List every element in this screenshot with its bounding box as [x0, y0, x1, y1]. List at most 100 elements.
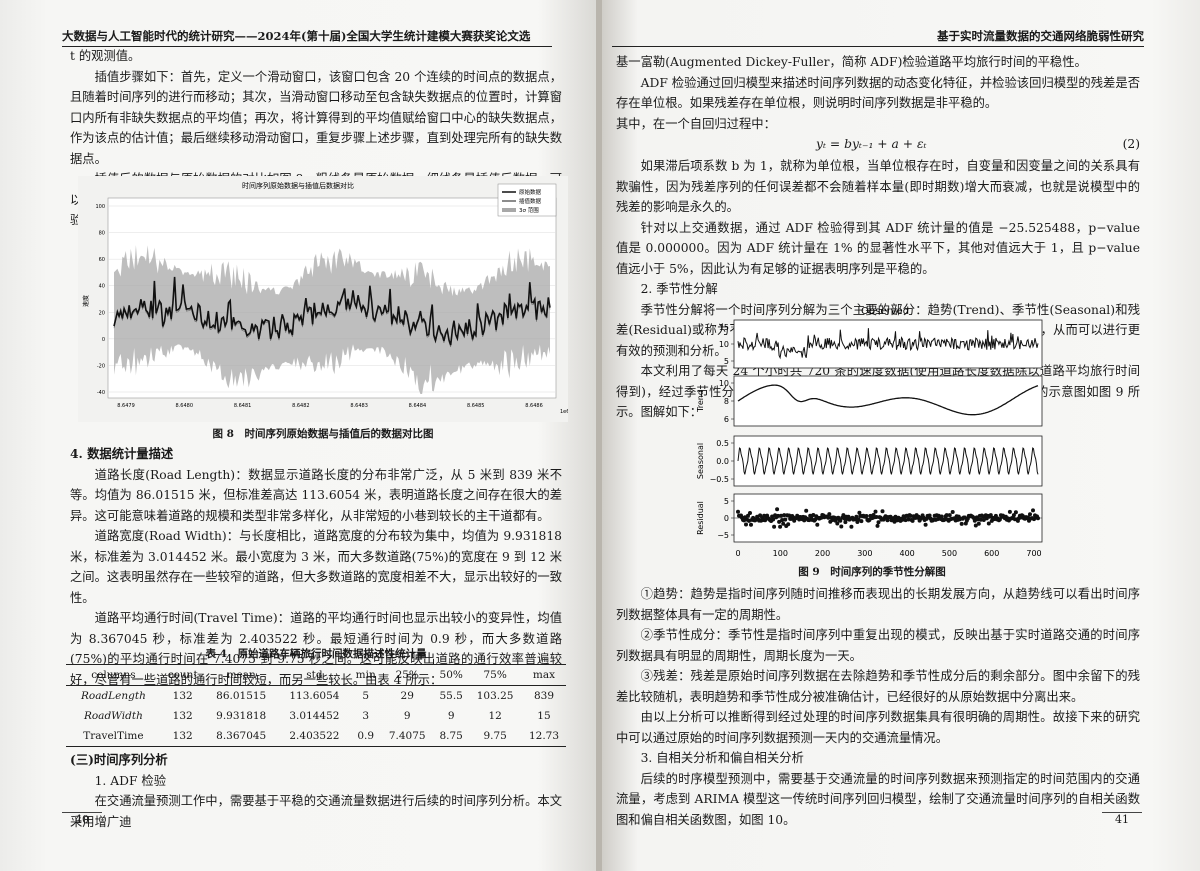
section-heading: 4. 数据统计量描述 — [70, 446, 174, 461]
x-tick-label: 600 — [984, 549, 999, 558]
column-header: max — [532, 669, 556, 681]
residual-dot — [880, 509, 885, 514]
column-header: 75% — [483, 669, 507, 681]
equation-row: yₜ = byₜ₋₁ + a + εₜ (2) — [616, 134, 1140, 156]
residual-dot — [783, 517, 788, 522]
running-header: 大数据与人工智能时代的统计研究——2024年(第十届)全国大学生统计建模大赛获奖… — [62, 28, 552, 47]
residual-dot — [835, 521, 840, 526]
residual-dot — [778, 524, 783, 529]
table-cell: 3.014452 — [289, 710, 340, 722]
text-block: (三)时间序列分析 1. ADF 检验 在交通流量预测工作中，需要基于平稳的交通… — [70, 750, 562, 832]
residual-dot — [1036, 516, 1040, 521]
residual-dot — [804, 508, 809, 513]
residual-dot — [972, 518, 977, 523]
residual-dot — [770, 514, 775, 519]
residual-dot — [1013, 510, 1018, 515]
paragraph: 插值步骤如下：首先，定义一个滑动窗口，该窗口包含 20 个连续的时间点的数据点，… — [70, 69, 562, 166]
residual-dot — [950, 510, 955, 514]
table-cell: 9 — [447, 710, 455, 722]
x-offset-label: 1e6 — [560, 409, 568, 415]
residual-dot — [736, 509, 740, 514]
x-tick-label: 700 — [1026, 549, 1041, 558]
residual-dot — [838, 518, 843, 523]
panel-label: Seasonal — [696, 443, 705, 479]
panel-label: Trend — [696, 390, 705, 413]
residual-dot — [876, 520, 881, 525]
y-tick-label: 15 — [719, 323, 729, 332]
table-cell: 839 — [533, 690, 555, 702]
column-header: std — [306, 669, 323, 681]
residual-dot — [771, 517, 776, 522]
table-cell: 9 — [403, 710, 411, 722]
residual-dot — [942, 517, 947, 522]
paragraph: ①趋势：趋势是指时间序列随时间推移而表现出的长期发展方向，从趋势线可以看出时间序… — [616, 587, 1140, 622]
table-cell: 132 — [172, 710, 193, 722]
y-tick-label: 20 — [99, 310, 105, 316]
residual-dot — [827, 512, 832, 517]
residual-dot — [787, 513, 792, 518]
figure-caption: 图 8 时间序列原始数据与插值后的数据对比图 — [212, 428, 434, 440]
y-tick-label: 0 — [724, 514, 729, 523]
figure-title: Observed — [861, 306, 909, 317]
x-tick-label: 8.6481 — [234, 403, 252, 409]
x-tick-label: 200 — [815, 549, 830, 558]
residual-dot — [988, 513, 993, 518]
table-cell: 12 — [488, 710, 502, 722]
table-wrap: columns count mean std min 25% 50% 75% max RoadL… — [66, 664, 566, 747]
y-tick-label: 60 — [99, 257, 105, 263]
panel-frame — [733, 375, 1043, 427]
residual-dot — [927, 513, 932, 518]
residual-dot — [772, 524, 777, 529]
column-header: columns — [91, 669, 136, 681]
table-caption: 表 4 原始道路车辆旅行时间数据描述性统计量 — [205, 648, 427, 660]
residual-dot — [873, 509, 878, 514]
paragraph: ②季节性成分：季节性是指时间序列中重复出现的模式，反映出基于实时道路交通的时间序… — [616, 628, 1140, 663]
table-cell: 12.73 — [528, 730, 560, 742]
residual-dot — [815, 522, 820, 527]
residual-dot — [875, 523, 880, 528]
residual-dot — [777, 519, 782, 524]
y-tick-label: 100 — [95, 204, 105, 210]
figure-9: Observed 15 10 5 10 8 6 Trend 0.5 0.0 −0.5 Seasonal… — [696, 306, 1043, 558]
y-tick-label: 10 — [719, 379, 729, 388]
y-tick-label: 0.0 — [716, 457, 729, 466]
subsection-heading: 1. ADF 检验 — [94, 773, 167, 788]
residual-dot — [802, 518, 807, 523]
paragraph: 后续的时序模型预测中，需要基于交通流量的时间序列数据来预测指定的时间范围内的交通… — [616, 771, 1140, 827]
residual-dot — [1028, 512, 1032, 517]
paragraph: 道路宽度(Road Width)：与长度相比，道路宽度的分布较为集中，均值为 9… — [70, 529, 562, 605]
table-cell: 15 — [537, 710, 551, 722]
panel-label: Residual — [696, 501, 705, 535]
residual-dot — [973, 523, 978, 528]
paragraph: 道路长度(Road Length)：数据显示道路长度的分布非常广泛，从 5 米到… — [70, 467, 562, 523]
column-header: min — [355, 669, 376, 681]
paragraph: 如果滞后项系数 b 为 1，就称为单位根，当单位根存在时，自变量和因变量之间的关… — [616, 159, 1140, 214]
residual-dot — [986, 521, 991, 526]
residual-dot — [962, 515, 967, 520]
residual-dot — [975, 517, 980, 522]
residual-dot — [813, 517, 818, 522]
figure-title: 时间序列原始数据与插值后数据对比 — [242, 181, 354, 190]
y-tick-label: 5 — [724, 497, 729, 506]
table-cell: 55.5 — [439, 690, 463, 702]
text-block: ①趋势：趋势是指时间序列随时间推移而表现出的长期发展方向，从趋势线可以看出时间序… — [616, 584, 1140, 830]
table-cell: 132 — [172, 690, 193, 702]
table-cell: 8.75 — [439, 730, 463, 742]
x-tick-label: 0 — [735, 549, 740, 558]
table-cell: 2.403522 — [289, 730, 340, 742]
residual-dot — [874, 515, 879, 519]
stats-table: columns count mean std min 25% 50% 75% max RoadL… — [66, 664, 566, 747]
figure-8: 时间序列原始数据与插值后数据对比 100 80 60 40 20 0 -20 -40 8.6479… — [78, 176, 568, 422]
residual-dot — [939, 514, 944, 519]
table-cell: 5 — [362, 690, 370, 702]
residual-dot — [976, 521, 981, 526]
panel-frame — [733, 435, 1043, 487]
residual-dot — [749, 522, 753, 527]
residual-dot — [839, 524, 844, 529]
residual-dot — [857, 510, 862, 515]
paragraph: 基一富勒(Augmented Dickey-Fuller，简称 ADF)检验道路… — [616, 55, 1087, 69]
paragraph: 由以上分析可以推断得到经过处理的时间序列数据集具有很明确的周期性。故接下来的研究… — [616, 710, 1140, 745]
x-tick-label: 8.6485 — [467, 403, 485, 409]
x-tick-label: 8.6484 — [409, 403, 427, 409]
residual-dot — [807, 518, 812, 523]
